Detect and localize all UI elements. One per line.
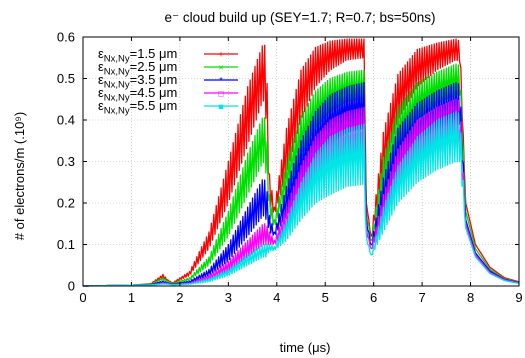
legend-label: εNx,Ny=3.5 μm [98,72,177,91]
x-tick-label: 9 [515,290,522,305]
x-tick-label: 0 [79,290,86,305]
series-line [82,63,520,287]
x-tick-label: 7 [418,290,425,305]
series-line [82,82,520,287]
tick-layer: 0 1 2 3 4 5 6 7 8 9 0 0.1 0.2 0.3 0.4 0.5 0.6 [57,30,523,306]
x-tick-label: 8 [467,290,474,305]
legend-entry: εNx,Ny=1.5 μm + [98,46,238,65]
legend-label: εNx,Ny=4.5 μm [98,85,177,104]
x-tick-label: 3 [225,290,232,305]
y-tick-label: 0.4 [57,113,75,128]
y-tick-label: 0.2 [57,196,75,211]
legend-entry: εNx,Ny=5.5 μm ■ [98,98,238,117]
series-layer [82,38,520,287]
y-tick-label: 0 [68,279,75,294]
x-tick-label: 5 [322,290,329,305]
y-axis-label: # of electrons/m (.10⁹) [12,112,27,240]
series-5 [82,111,520,287]
legend-label: εNx,Ny=5.5 μm [98,98,177,117]
y-tick-label: 0.3 [57,154,75,169]
y-tick-label: 0.5 [57,71,75,86]
legend: εNx,Ny=1.5 μm +εNx,Ny=2.5 μm ×εNx,Ny=3.5 μ… [98,46,238,117]
series-1 [82,38,520,287]
chart-title: e⁻ cloud build up (SEY=1.7; R=0.7; bs=50… [165,10,436,25]
y-tick-label: 0.6 [57,30,75,45]
series-3 [82,82,520,287]
legend-label: εNx,Ny=1.5 μm [98,46,177,65]
legend-marker: + [218,50,223,60]
series-line [82,111,520,287]
x-tick-label: 2 [176,290,183,305]
legend-entry: εNx,Ny=3.5 μm * [98,72,238,91]
x-tick-label: 1 [128,290,135,305]
y-tick-label: 0.1 [57,237,75,252]
legend-label: εNx,Ny=2.5 μm [98,59,177,78]
legend-entry: εNx,Ny=4.5 μm □ [98,85,238,104]
x-axis-label: time (μs) [280,340,331,355]
series-2 [82,63,520,287]
legend-marker: × [218,63,223,73]
x-tick-label: 4 [273,290,280,305]
series-line [82,38,520,287]
legend-marker: * [219,76,223,86]
legend-marker: □ [218,89,224,99]
x-tick-label: 6 [370,290,377,305]
legend-entry: εNx,Ny=2.5 μm × [98,59,238,78]
legend-marker: ■ [218,102,223,112]
